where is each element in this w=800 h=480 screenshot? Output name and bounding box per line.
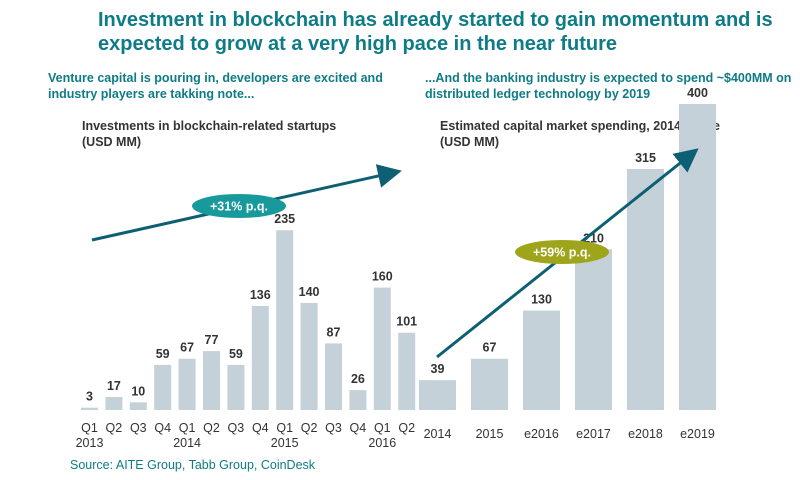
bar-12 <box>349 390 367 410</box>
x-tick-year-9: 2015 <box>271 436 299 450</box>
x-tick-label-12: Q4 <box>350 421 367 435</box>
data-label-2: 17 <box>107 379 121 393</box>
bar-2 <box>105 396 123 410</box>
x-tick-label-6: Q2 <box>203 421 220 435</box>
data-label-12: 26 <box>351 372 365 386</box>
bar-4 <box>575 249 612 410</box>
source-note: Source: AITE Group, Tabb Group, CoinDesk <box>70 458 316 472</box>
x-tick-year-13: 2016 <box>368 436 396 450</box>
right-chart-unit: (USD MM) <box>440 135 500 149</box>
x-tick-label-13: Q1 <box>374 421 391 435</box>
x-tick-year-5: 2014 <box>173 436 201 450</box>
data-label-6: 77 <box>205 333 219 347</box>
x-tick-label-1: 2014 <box>424 427 452 441</box>
bar-5 <box>178 358 196 410</box>
bar-6 <box>679 104 716 410</box>
growth-badge-left <box>192 194 286 218</box>
bar-14 <box>398 332 416 410</box>
x-tick-label-3: e2016 <box>524 427 559 441</box>
x-tick-label-14: Q2 <box>398 421 415 435</box>
page-title: Investment in blockchain has already sta… <box>98 9 773 55</box>
x-tick-label-2: 2015 <box>476 427 504 441</box>
data-label-9: 235 <box>274 212 295 226</box>
data-label-1: 3 <box>86 390 93 404</box>
growth-label-left: +31% p.q. <box>210 200 268 214</box>
data-label-6: 400 <box>687 86 708 100</box>
left-chart-unit: (USD MM) <box>82 135 142 149</box>
left-chart-title: Investments in blockchain-related startu… <box>82 118 336 150</box>
x-tick-label-2: Q2 <box>106 421 123 435</box>
data-label-13: 160 <box>372 270 393 284</box>
bar-2 <box>471 358 508 410</box>
growth-badge-right <box>515 240 609 264</box>
right-chart-title-text: Estimated capital market spending, 2014-… <box>440 119 720 133</box>
data-label-4: 59 <box>156 347 170 361</box>
bar-5 <box>627 169 664 410</box>
bar-7 <box>227 364 245 410</box>
bar-3 <box>129 402 147 410</box>
x-tick-year-1: 2013 <box>76 436 104 450</box>
bar-13 <box>373 287 391 410</box>
data-label-10: 140 <box>299 285 320 299</box>
x-tick-label-9: Q1 <box>276 421 293 435</box>
data-label-3: 10 <box>131 384 145 398</box>
x-tick-label-3: Q3 <box>130 421 147 435</box>
data-label-5: 67 <box>180 341 194 355</box>
data-label-2: 67 <box>483 341 497 355</box>
x-tick-label-11: Q3 <box>325 421 342 435</box>
bar-3 <box>523 310 560 410</box>
x-tick-label-8: Q4 <box>252 421 269 435</box>
data-label-3: 130 <box>531 293 552 307</box>
bar-9 <box>276 230 294 410</box>
data-label-14: 101 <box>396 315 417 329</box>
data-label-1: 39 <box>431 362 445 376</box>
data-label-5: 315 <box>635 151 656 165</box>
bar-11 <box>325 343 342 410</box>
right-subtitle: ...And the banking industry is expected … <box>425 71 792 101</box>
x-tick-label-5: Q1 <box>179 421 196 435</box>
right-chart-title: Estimated capital market spending, 2014-… <box>440 118 720 150</box>
growth-label-right: +59% p.q. <box>533 246 591 260</box>
bar-6 <box>203 351 220 410</box>
bar-1 <box>81 407 98 410</box>
x-tick-label-6: e2019 <box>680 427 715 441</box>
left-subtitle: Venture capital is pouring in, developer… <box>48 71 383 101</box>
bar-8 <box>251 305 269 410</box>
data-label-11: 87 <box>327 325 341 339</box>
data-label-8: 136 <box>250 288 271 302</box>
bar-1 <box>419 380 456 410</box>
x-tick-label-4: e2017 <box>576 427 611 441</box>
x-tick-label-10: Q2 <box>301 421 318 435</box>
bar-10 <box>300 302 318 410</box>
data-label-7: 59 <box>229 347 243 361</box>
x-tick-label-1: Q1 <box>81 421 98 435</box>
x-tick-label-5: e2018 <box>628 427 663 441</box>
bar-4 <box>154 364 172 410</box>
x-tick-label-4: Q4 <box>154 421 171 435</box>
left-chart-title-text: Investments in blockchain-related startu… <box>82 119 337 133</box>
x-tick-label-7: Q3 <box>228 421 245 435</box>
